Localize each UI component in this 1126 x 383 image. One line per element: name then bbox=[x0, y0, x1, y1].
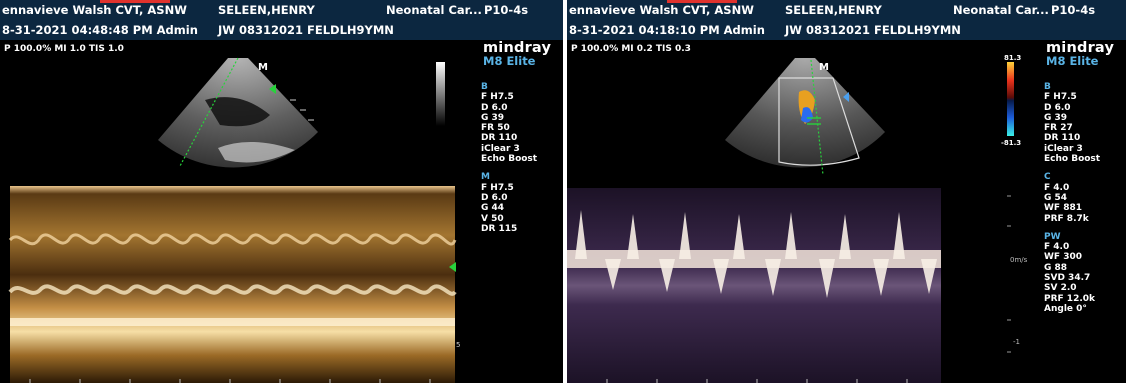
c-mode-title: C bbox=[1044, 172, 1051, 183]
param-item: PRF 12.0k bbox=[1044, 293, 1095, 304]
exam-datetime: 8-31-2021 04:48:48 PM Admin bbox=[2, 23, 198, 37]
model-name: M8 Elite bbox=[1046, 54, 1099, 68]
operator-name: ennavieve Walsh CVT, ASNW bbox=[2, 3, 187, 17]
focus-marker bbox=[269, 84, 276, 94]
patient-id: JW 08312021 FELDLH9YMN bbox=[785, 23, 961, 37]
patient-header: ennavieve Walsh CVT, ASNW SELEEN,HENRY N… bbox=[567, 0, 1126, 40]
m-mode-panel: 5 M ennavieve Walsh CVT, ASNW SELEEN,HEN… bbox=[0, 0, 563, 383]
probe-name: P10-4s bbox=[1051, 3, 1096, 17]
mindray-logo: mindray bbox=[483, 40, 552, 56]
param-item: F H7.5 bbox=[481, 92, 514, 103]
param-item: F H7.5 bbox=[481, 182, 514, 193]
brand-block: mindray M8 Elite bbox=[483, 40, 555, 68]
param-item: PRF 8.7k bbox=[1044, 213, 1089, 224]
param-item: FR 27 bbox=[1044, 123, 1073, 134]
color-scale-top: 81.3 bbox=[1004, 54, 1021, 62]
exam-type: Neonatal Car... bbox=[386, 3, 482, 17]
power-index-line: P 100.0% MI 0.2 TIS 0.3 bbox=[571, 44, 691, 54]
active-tab-indicator bbox=[667, 0, 737, 3]
param-item: WF 300 bbox=[1044, 252, 1082, 263]
patient-name: SELEEN,HENRY bbox=[218, 3, 315, 17]
param-item: F 4.0 bbox=[1044, 242, 1070, 253]
doppler-spectrum bbox=[567, 188, 941, 383]
exam-type: Neonatal Car... bbox=[953, 3, 1049, 17]
patient-header: ennavieve Walsh CVT, ASNW SELEEN,HENRY N… bbox=[0, 0, 563, 40]
depth-mark-5: 5 bbox=[456, 341, 460, 349]
imaging-parameters: B F H7.5 D 6.0 G 39 FR 50 DR 110 iClear … bbox=[481, 78, 557, 234]
exam-datetime: 8-31-2021 04:18:10 PM Admin bbox=[569, 23, 765, 37]
param-item: FR 50 bbox=[481, 123, 510, 134]
m-depth-marker bbox=[449, 262, 456, 272]
operator-name: ennavieve Walsh CVT, ASNW bbox=[569, 3, 754, 17]
pw-doppler-panel: 0m/s -1 81.3 -81.3 M ennavieve Walsh CVT… bbox=[567, 0, 1126, 383]
param-item: DR 110 bbox=[1044, 133, 1081, 144]
param-item: iClear 3 bbox=[1044, 143, 1083, 154]
param-item: DR 115 bbox=[481, 223, 518, 234]
brand-block: mindray M8 Elite bbox=[1046, 40, 1118, 68]
pw-mode-title: PW bbox=[1044, 231, 1061, 242]
baseline-label: 0m/s bbox=[1010, 256, 1028, 264]
param-item: F 4.0 bbox=[1044, 182, 1070, 193]
m-mode-image-layer: 5 M bbox=[8, 57, 460, 383]
param-item: D 6.0 bbox=[481, 192, 508, 203]
model-name: M8 Elite bbox=[483, 54, 536, 68]
param-item: Angle 0° bbox=[1044, 303, 1087, 314]
b-mode-title: B bbox=[481, 82, 488, 92]
doppler-image-layer: 0m/s -1 81.3 -81.3 M bbox=[567, 54, 1028, 383]
param-item: SV 2.0 bbox=[1044, 283, 1077, 294]
probe-name: P10-4s bbox=[484, 3, 529, 17]
color-scale-bottom: -81.3 bbox=[1001, 139, 1021, 147]
param-item: F H7.5 bbox=[1044, 92, 1077, 103]
m-mode-trace bbox=[10, 186, 455, 383]
param-item: iClear 3 bbox=[481, 143, 520, 154]
patient-name: SELEEN,HENRY bbox=[785, 3, 882, 17]
scale-mark-neg1: -1 bbox=[1013, 338, 1020, 346]
param-item: DR 110 bbox=[481, 133, 518, 144]
mindray-logo: mindray bbox=[1046, 40, 1115, 56]
param-item: G 44 bbox=[481, 203, 505, 214]
param-item: WF 881 bbox=[1044, 203, 1082, 214]
imaging-parameters: B F H7.5 D 6.0 G 39 FR 27 DR 110 iClear … bbox=[1044, 78, 1120, 314]
active-tab-indicator bbox=[100, 0, 170, 3]
patient-id: JW 08312021 FELDLH9YMN bbox=[218, 23, 394, 37]
m-line-cursor bbox=[179, 57, 239, 167]
grayscale-bar bbox=[436, 62, 445, 126]
param-item: D 6.0 bbox=[1044, 102, 1071, 113]
color-velocity-bar bbox=[1007, 62, 1014, 136]
param-item: Echo Boost bbox=[1044, 154, 1101, 165]
param-item: G 39 bbox=[481, 112, 505, 123]
b-mode-title: B bbox=[1044, 82, 1051, 92]
m-mode-title: M bbox=[481, 172, 490, 183]
power-index-line: P 100.0% MI 1.0 TIS 1.0 bbox=[4, 44, 124, 54]
probe-marker: M bbox=[819, 62, 829, 73]
param-item: G 54 bbox=[1044, 192, 1068, 203]
param-item: Echo Boost bbox=[481, 154, 538, 165]
probe-marker: M bbox=[258, 62, 268, 73]
param-item: G 88 bbox=[1044, 262, 1068, 273]
param-item: D 6.0 bbox=[481, 102, 508, 113]
focus-marker bbox=[843, 92, 849, 102]
param-item: SVD 34.7 bbox=[1044, 273, 1091, 284]
param-item: V 50 bbox=[481, 213, 504, 224]
spectral-waveform bbox=[575, 210, 937, 298]
param-item: G 39 bbox=[1044, 112, 1068, 123]
